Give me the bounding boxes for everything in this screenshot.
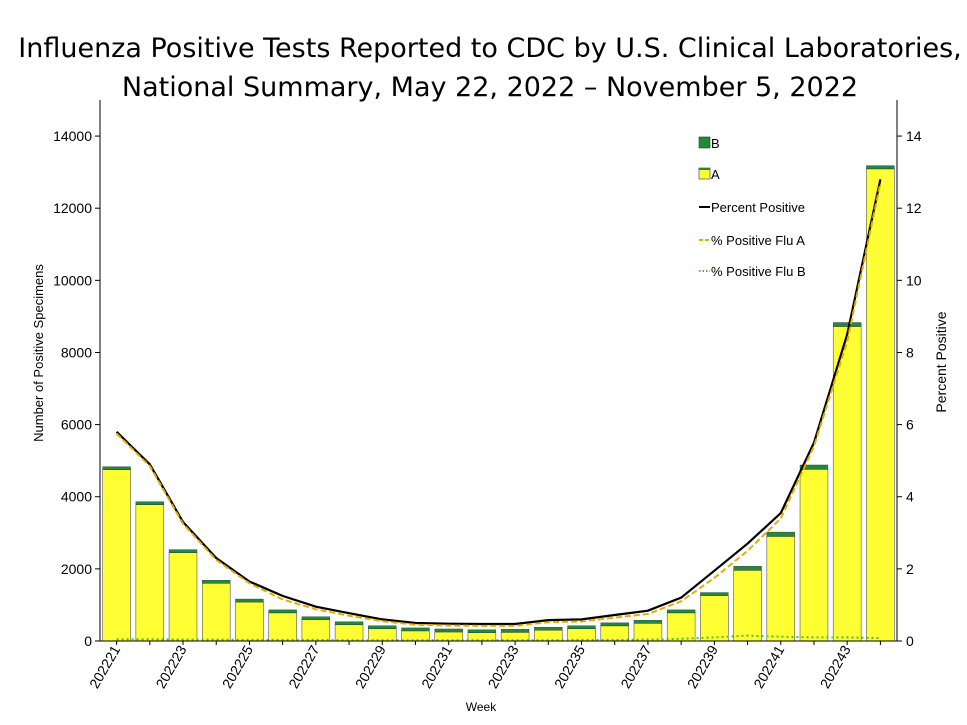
y-tick-label-4000: 4000 bbox=[61, 489, 92, 505]
x-tick-label-202241: 202241 bbox=[750, 642, 787, 691]
bar-b-202226 bbox=[268, 609, 297, 614]
bar-a-202226 bbox=[268, 612, 297, 642]
x-tick-label-202221: 202221 bbox=[86, 642, 123, 691]
x-tick-label-202233: 202233 bbox=[484, 642, 521, 691]
y2-tick-label-12: 12 bbox=[906, 200, 922, 216]
bar-b-202229 bbox=[368, 625, 397, 629]
bar-a-202230 bbox=[401, 630, 430, 642]
bar-a-202225 bbox=[235, 601, 264, 642]
bar-a-202223 bbox=[168, 552, 198, 642]
legend: B A Percent Positive % Positive Flu A % Posi… bbox=[698, 136, 806, 279]
chart-title-line1: Influenza Positive Tests Reported to CDC… bbox=[18, 33, 961, 64]
legend-positive-flu-b-label: % Positive Flu B bbox=[711, 264, 806, 279]
line-percent-flu-a bbox=[115, 182, 882, 627]
bar-b-202231 bbox=[434, 628, 463, 633]
x-tick-label-202231: 202231 bbox=[418, 642, 455, 691]
bar-a-202238 bbox=[666, 612, 696, 642]
bar-a-202228 bbox=[334, 624, 364, 642]
legend-positive-flu-a-label: % Positive Flu A bbox=[711, 233, 805, 248]
bar-a-202241 bbox=[766, 536, 796, 642]
y-tick-label-10000: 10000 bbox=[53, 272, 92, 288]
bar-b-202230 bbox=[401, 627, 430, 632]
bar-b-202228 bbox=[334, 621, 364, 625]
bar-a-202237 bbox=[633, 623, 663, 642]
bar-b-202243 bbox=[833, 322, 862, 327]
bar-b-202233 bbox=[500, 629, 530, 633]
y2-tick-label-10: 10 bbox=[906, 272, 922, 288]
bar-b-202221 bbox=[102, 466, 131, 470]
line-percent-positive bbox=[115, 179, 882, 626]
bar-b-202234 bbox=[534, 626, 563, 631]
legend-b-swatch bbox=[698, 136, 711, 149]
bar-a-202244 bbox=[866, 168, 895, 642]
y-tick-label-12000: 12000 bbox=[53, 200, 92, 216]
x-tick-label-202239: 202239 bbox=[684, 642, 721, 691]
x-tick-label-202223: 202223 bbox=[152, 642, 189, 691]
bar-a-202242 bbox=[799, 469, 829, 642]
bar-b-202242 bbox=[799, 464, 829, 470]
bar-b-202244 bbox=[866, 165, 895, 170]
y2-axis-title: Percent Positive bbox=[933, 311, 949, 412]
bar-a-202222 bbox=[135, 504, 165, 642]
legend-a-label: A bbox=[711, 167, 720, 182]
x-tick-label-202225: 202225 bbox=[219, 642, 256, 691]
y-tick-label-6000: 6000 bbox=[61, 417, 92, 433]
bar-a-202243 bbox=[832, 326, 862, 642]
bar-b-202232 bbox=[467, 629, 497, 633]
bar-b-202239 bbox=[700, 592, 729, 596]
bar-b-202223 bbox=[168, 549, 198, 553]
bar-b-202224 bbox=[202, 580, 231, 584]
x-axis: 202221 202223 202225 202227 202229 202231 2022… bbox=[86, 640, 897, 691]
y2-tick-label-0: 0 bbox=[906, 633, 914, 649]
y-tick-label-14000: 14000 bbox=[53, 128, 92, 144]
x-tick-label-202229: 202229 bbox=[352, 642, 389, 691]
bar-b-202237 bbox=[633, 620, 663, 624]
legend-percent-positive-label: Percent Positive bbox=[711, 200, 805, 215]
y-tick-label-2000: 2000 bbox=[61, 561, 92, 577]
x-tick-label-202235: 202235 bbox=[551, 642, 588, 691]
y-tick-label-0: 0 bbox=[84, 633, 92, 649]
bar-b-202240 bbox=[733, 566, 762, 571]
y2-tick-label-8: 8 bbox=[906, 344, 914, 360]
bar-a-202233 bbox=[500, 632, 530, 642]
y2-tick-label-14: 14 bbox=[906, 128, 922, 144]
bar-b-202222 bbox=[135, 501, 164, 505]
x-tick-label-202227: 202227 bbox=[285, 642, 322, 691]
bar-a-202227 bbox=[301, 619, 331, 642]
x-tick-label-202243: 202243 bbox=[817, 642, 854, 691]
legend-b-label: B bbox=[711, 136, 720, 151]
bar-a-202221 bbox=[102, 469, 131, 642]
x-axis-title: Week bbox=[466, 700, 497, 714]
y-tick-label-8000: 8000 bbox=[61, 344, 92, 360]
x-tick-label-202237: 202237 bbox=[617, 642, 654, 691]
chart-title-line2: National Summary, May 22, 2022 – Novembe… bbox=[122, 72, 858, 103]
bar-b-202235 bbox=[567, 625, 596, 629]
y-axis-right: 0 2 4 6 8 10 12 14 bbox=[896, 100, 922, 649]
bar-b-202238 bbox=[666, 609, 696, 614]
bar-a-202240 bbox=[733, 570, 762, 642]
bar-a-202224 bbox=[201, 582, 231, 642]
bar-b-202241 bbox=[766, 531, 795, 537]
plot-area bbox=[102, 165, 895, 642]
y-axis-left: 0 2000 4000 6000 8000 10000 12000 14000 bbox=[53, 100, 101, 649]
line-percent-flu-b bbox=[116, 634, 881, 642]
y2-tick-label-6: 6 bbox=[906, 417, 914, 433]
bar-b-202236 bbox=[600, 622, 629, 627]
bar-a-202236 bbox=[600, 625, 629, 642]
y2-tick-label-4: 4 bbox=[906, 489, 914, 505]
y2-tick-label-2: 2 bbox=[906, 561, 914, 577]
bar-b-202225 bbox=[235, 598, 264, 603]
bar-b-202227 bbox=[301, 616, 331, 620]
legend-a-swatch-edge bbox=[699, 168, 710, 170]
y-axis-title: Number of Positive Specimens bbox=[31, 264, 46, 442]
bar-a-202239 bbox=[700, 595, 729, 642]
bar-a-202229 bbox=[368, 628, 397, 642]
